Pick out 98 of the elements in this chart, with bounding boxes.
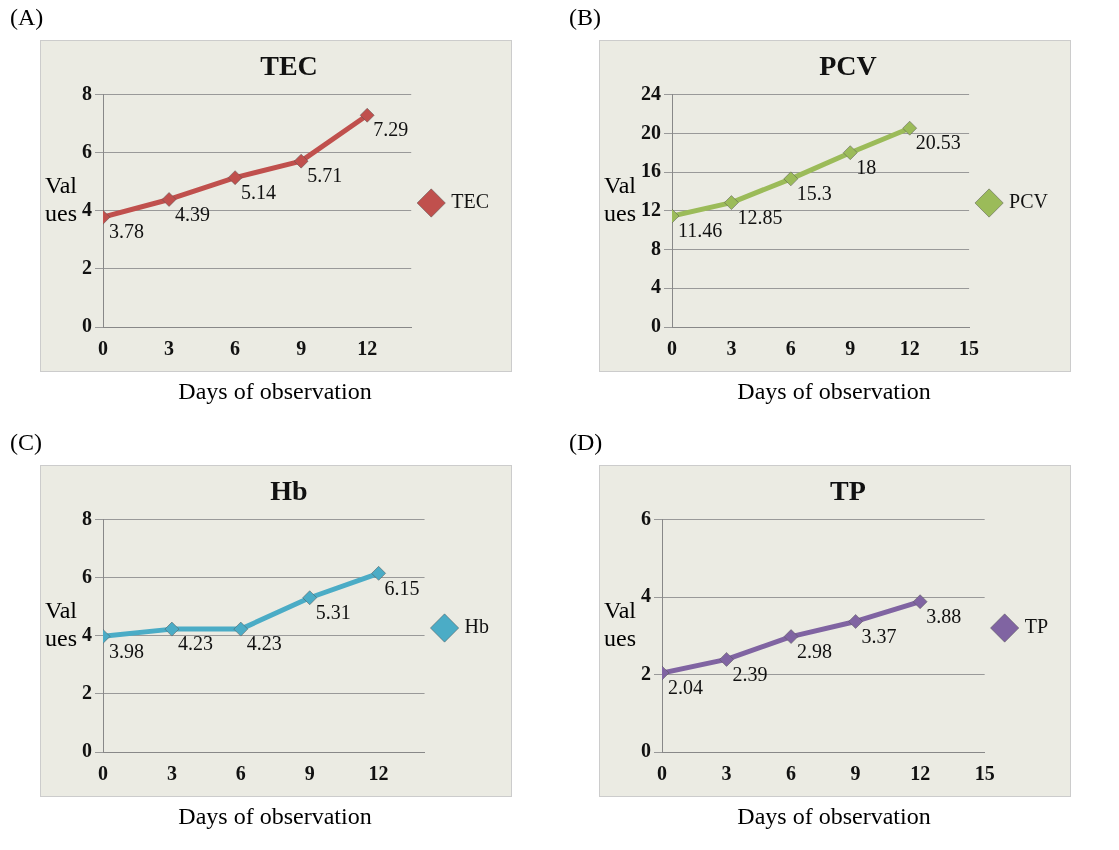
x-tick-label: 15 (959, 337, 980, 360)
y-tick-label: 8 (82, 506, 92, 529)
point (843, 145, 858, 160)
x-tick-label: 3 (726, 337, 737, 360)
y-tick-label: 2 (641, 661, 651, 684)
text: (D) (569, 429, 603, 456)
y-tick-label: 12 (641, 197, 661, 220)
y-tick-label: 0 (82, 739, 92, 762)
data-label: 5.71 (307, 164, 343, 187)
x-axis-title: Days of observation (177, 378, 373, 405)
data-label: 2.39 (732, 662, 768, 685)
legend-label: Hb (464, 615, 490, 638)
y-tick-label: 6 (641, 506, 651, 529)
y-tick-label: 0 (82, 314, 92, 337)
y-tick-label: 6 (82, 139, 92, 162)
legend-label: TP (1024, 615, 1048, 638)
data-label: 4.23 (177, 632, 213, 655)
y-tick-label: 8 (651, 236, 661, 259)
y-tick-label: 4 (641, 584, 651, 607)
text: (A) (10, 4, 44, 31)
y-axis-title: Values (45, 596, 78, 653)
text: (B) (569, 4, 601, 31)
y-tick-label: 4 (651, 275, 661, 298)
data-label: 2.04 (668, 676, 703, 699)
x-tick-label: 0 (667, 337, 677, 360)
x-tick-label: 3 (164, 337, 175, 360)
data-label: 3.37 (861, 624, 897, 647)
point (912, 594, 928, 609)
data-label: 6.15 (384, 576, 420, 599)
data-label: 7.29 (373, 118, 409, 141)
legend-label: TEC (451, 190, 490, 213)
text: (C) (10, 429, 42, 456)
y-tick-label: 24 (641, 81, 661, 104)
x-axis-title: Days of observation (177, 803, 373, 830)
data-label: 4.39 (175, 202, 211, 225)
data-label: 15.3 (796, 182, 832, 205)
x-tick-label: 6 (230, 337, 241, 360)
point (164, 621, 180, 637)
y-tick-label: 16 (641, 159, 661, 182)
data-label: 2.98 (797, 639, 833, 662)
y-tick-label: 2 (82, 681, 92, 704)
chart-title: Hb (270, 475, 308, 507)
x-tick-label: 3 (721, 762, 732, 785)
y-tick-label: 4 (82, 197, 92, 220)
data-label: 3.78 (109, 220, 144, 243)
y-tick-label: 8 (82, 81, 92, 104)
data-label: 4.23 (246, 632, 282, 655)
y-tick-label: 6 (82, 564, 92, 587)
point (848, 614, 863, 629)
x-tick-label: 15 (974, 762, 995, 785)
legend-label: PCV (1009, 190, 1049, 213)
point (302, 590, 317, 605)
x-tick-label: 6 (785, 337, 796, 360)
chart-title: TP (830, 475, 866, 507)
point (227, 170, 243, 185)
x-tick-label: 9 (845, 337, 856, 360)
point (293, 153, 309, 169)
data-label: 5.31 (315, 600, 351, 623)
y-tick-label: 20 (641, 120, 661, 143)
x-tick-label: 12 (910, 762, 931, 785)
y-tick-label: 0 (641, 739, 651, 762)
y-axis-title: Values (604, 171, 637, 228)
data-label: 5.14 (241, 180, 277, 203)
x-axis-title: Days of observation (736, 803, 932, 830)
y-axis-title: Values (604, 596, 637, 653)
y-tick-label: 2 (82, 256, 92, 279)
chart-title: TEC (260, 50, 318, 82)
x-tick-label: 6 (786, 762, 797, 785)
point (233, 621, 249, 637)
point (161, 192, 177, 207)
point (902, 120, 917, 136)
x-tick-label: 9 (296, 337, 307, 360)
data-label: 20.53 (915, 131, 961, 154)
x-tick-label: 9 (304, 762, 315, 785)
data-label: 12.85 (737, 205, 783, 228)
chart-title: PCV (819, 50, 877, 82)
point (783, 171, 799, 187)
x-tick-label: 9 (850, 762, 861, 785)
x-tick-label: 6 (235, 762, 246, 785)
x-tick-label: 12 (357, 337, 378, 360)
point (783, 629, 799, 644)
x-tick-label: 0 (98, 762, 108, 785)
x-axis-title: Days of observation (736, 378, 932, 405)
x-tick-label: 12 (368, 762, 389, 785)
x-tick-label: 0 (98, 337, 108, 360)
y-axis-title: Values (45, 171, 78, 228)
point (371, 566, 386, 581)
y-tick-label: 4 (82, 622, 92, 645)
data-label: 3.88 (926, 604, 962, 627)
x-tick-label: 3 (166, 762, 177, 785)
y-tick-label: 0 (651, 314, 661, 337)
point (359, 107, 375, 123)
point (719, 652, 734, 667)
x-tick-label: 12 (899, 337, 920, 360)
point (724, 195, 739, 210)
data-label: 11.46 (678, 219, 723, 242)
data-label: 18 (856, 155, 877, 178)
data-label: 3.98 (109, 639, 144, 662)
